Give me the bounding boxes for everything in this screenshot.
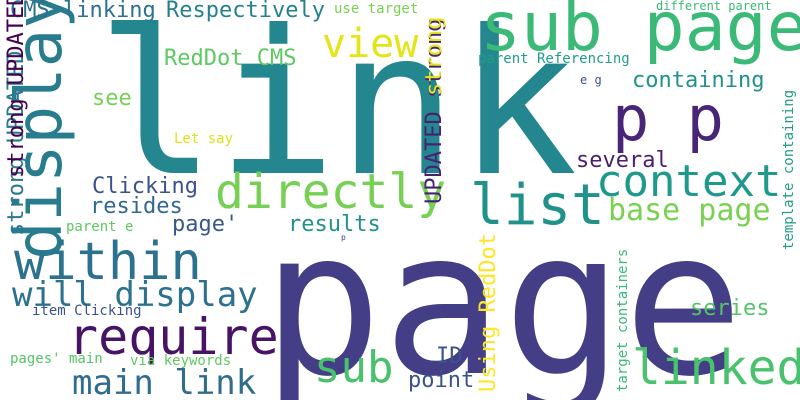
word-cms-linking: CMS linking [10, 0, 156, 23]
word-sub: sub [314, 342, 394, 393]
word-require: require [68, 308, 279, 366]
word-base-page: base page [608, 193, 771, 228]
word-see: see [92, 86, 132, 111]
word-p-p: p p [612, 82, 724, 155]
word-main-link: main link [72, 363, 257, 400]
word-different-parent: different parent [656, 0, 772, 13]
word-strong-updated-2: strong UPDATED [4, 0, 29, 178]
word-within: within [14, 232, 202, 292]
word-page-quote: page' [172, 212, 239, 237]
word-target-containers: target containers [615, 248, 631, 392]
word-directly: directly [215, 164, 447, 220]
word-e-g: e g [580, 73, 602, 87]
word-let-say: Let say [174, 131, 234, 147]
word-sub-page: sub page [480, 0, 800, 67]
word-list: list [470, 173, 605, 238]
word-strong-vertical: strong [422, 16, 447, 96]
word-parent-referencing: parent Referencing [478, 51, 630, 67]
word-view: view [322, 21, 419, 67]
word-several: several [576, 148, 669, 173]
word-will-display: will display [12, 275, 258, 315]
word-via-keywords: via keywords [130, 353, 232, 369]
word-item-clicking: item Clicking [32, 303, 142, 319]
word-containing: containing [632, 68, 765, 93]
word-pages-main: pages' main [10, 351, 103, 367]
word-reddot-cms: RedDot CMS [164, 46, 297, 71]
word-resides: resides [90, 194, 183, 219]
word-linked: linked [632, 340, 800, 396]
word-results: results [288, 212, 381, 237]
word-template-containing: template containing [781, 89, 797, 250]
word-use-target: use target [334, 1, 419, 17]
word-point: point [408, 368, 475, 393]
word-parent-e: parent e [66, 219, 134, 235]
word-id: ID [436, 344, 463, 369]
word-series: series [690, 296, 770, 321]
word-page: page [262, 188, 744, 400]
word-link: link [96, 0, 578, 221]
word-using-reddot: Using RedDot [476, 233, 501, 392]
word-respectively: Respectively [166, 0, 325, 23]
word-context: context [596, 156, 782, 207]
word-p: p [341, 233, 346, 242]
word-clicking: Clicking [92, 174, 198, 199]
